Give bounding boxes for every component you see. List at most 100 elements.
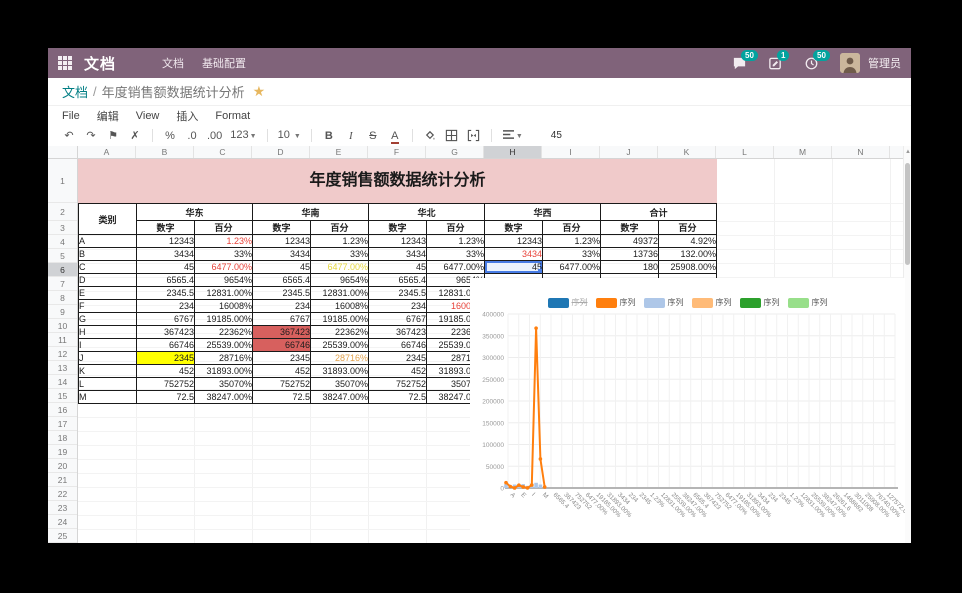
column-header-J[interactable]: J <box>600 146 658 158</box>
table-group-header[interactable]: 华北 <box>369 204 485 221</box>
column-header-K[interactable]: K <box>658 146 716 158</box>
cell[interactable]: 180 <box>601 261 659 274</box>
cell[interactable]: 3434 <box>253 248 311 261</box>
row-header-13[interactable]: 13 <box>48 361 77 375</box>
cell[interactable]: 752752 <box>253 378 311 391</box>
cell[interactable]: 367423 <box>253 326 311 339</box>
table-group-header[interactable]: 合计 <box>601 204 717 221</box>
cell[interactable]: 132.00% <box>659 248 717 261</box>
row-header-17[interactable]: 17 <box>48 417 77 431</box>
cell[interactable]: 367423 <box>137 326 195 339</box>
cell[interactable]: 45 <box>253 261 311 274</box>
strikethrough-button[interactable]: S <box>362 127 384 145</box>
cell[interactable]: M <box>79 391 137 404</box>
column-header-F[interactable]: F <box>368 146 426 158</box>
cell[interactable]: 6565.4 <box>369 274 427 287</box>
paint-format-button[interactable]: ⚑ <box>102 127 124 145</box>
fill-color-button[interactable] <box>419 127 441 145</box>
cell[interactable]: D <box>79 274 137 287</box>
row-header-5[interactable]: 5 <box>48 249 77 263</box>
cell[interactable]: 452 <box>137 365 195 378</box>
cell[interactable]: 12343 <box>369 235 427 248</box>
cell[interactable]: 2345 <box>369 352 427 365</box>
table-sub-header[interactable]: 数字 <box>601 221 659 235</box>
row-header-4[interactable]: 4 <box>48 235 77 249</box>
row-header-16[interactable]: 16 <box>48 403 77 417</box>
cell[interactable]: 6477.00% <box>195 261 253 274</box>
redo-button[interactable]: ↷ <box>80 127 102 145</box>
column-header-G[interactable]: G <box>426 146 484 158</box>
row-header-9[interactable]: 9 <box>48 305 77 319</box>
cell[interactable]: 1.23% <box>311 235 369 248</box>
cell[interactable]: 1.23% <box>427 235 485 248</box>
cell[interactable]: 25539.00% <box>195 339 253 352</box>
row-header-14[interactable]: 14 <box>48 375 77 389</box>
cell[interactable]: 72.5 <box>253 391 311 404</box>
select-all-corner[interactable] <box>48 146 78 159</box>
cell[interactable]: 2345.5 <box>253 287 311 300</box>
row-header-20[interactable]: 20 <box>48 459 77 473</box>
percent-format-button[interactable]: % <box>159 127 181 145</box>
cell[interactable]: 19185.00% <box>311 313 369 326</box>
cell[interactable]: 2345 <box>137 352 195 365</box>
cell[interactable]: 1.23% <box>195 235 253 248</box>
cell[interactable]: 3434 <box>369 248 427 261</box>
row-header-18[interactable]: 18 <box>48 431 77 445</box>
row-header-19[interactable]: 19 <box>48 445 77 459</box>
cell[interactable]: 33% <box>543 248 601 261</box>
cell[interactable]: 752752 <box>137 378 195 391</box>
embedded-chart[interactable]: 序列序列序列序列序列序列 050000100000150000200000250… <box>470 278 905 543</box>
menu-format[interactable]: Format <box>215 110 250 122</box>
cell[interactable]: A <box>79 235 137 248</box>
cell[interactable]: 234 <box>137 300 195 313</box>
cell[interactable]: 45 <box>485 261 543 274</box>
row-header-7[interactable]: 7 <box>48 277 77 291</box>
cell[interactable]: 3434 <box>485 248 543 261</box>
column-header-A[interactable]: A <box>78 146 136 158</box>
menu-view[interactable]: View <box>136 110 160 122</box>
cell[interactable]: 19185.00% <box>195 313 253 326</box>
menu-edit[interactable]: 编辑 <box>97 108 119 124</box>
menu-file[interactable]: File <box>62 110 80 122</box>
cell[interactable]: 6767 <box>253 313 311 326</box>
increase-decimal-button[interactable]: .00 <box>203 127 226 145</box>
cell[interactable]: 6477.00% <box>427 261 485 274</box>
cell[interactable]: 452 <box>253 365 311 378</box>
align-dropdown[interactable]: ▼ <box>498 126 527 146</box>
breadcrumb-root-link[interactable]: 文档 <box>62 82 88 101</box>
cell[interactable]: 72.5 <box>369 391 427 404</box>
cell[interactable]: 752752 <box>369 378 427 391</box>
cell[interactable]: 25539.00% <box>311 339 369 352</box>
cell[interactable]: 16008% <box>195 300 253 313</box>
cell[interactable]: 6477.00% <box>543 261 601 274</box>
notes-button[interactable]: 1 <box>768 55 784 71</box>
column-header-C[interactable]: C <box>194 146 252 158</box>
table-group-header[interactable]: 华西 <box>485 204 601 221</box>
cell[interactable]: 28716% <box>195 352 253 365</box>
row-header-12[interactable]: 12 <box>48 347 77 361</box>
row-header-6[interactable]: 6 <box>48 263 77 277</box>
column-header-B[interactable]: B <box>136 146 194 158</box>
sheet-title-banner[interactable]: 年度销售额数据统计分析 <box>78 159 717 203</box>
cell[interactable]: 2345.5 <box>137 287 195 300</box>
cell[interactable]: 12831.00% <box>195 287 253 300</box>
table-sub-header[interactable]: 百分 <box>195 221 253 235</box>
table-corner-header[interactable]: 类别 <box>79 204 137 235</box>
row-header-15[interactable]: 15 <box>48 389 77 403</box>
cell[interactable]: F <box>79 300 137 313</box>
cell[interactable]: 6565.4 <box>253 274 311 287</box>
cell[interactable]: 35070% <box>311 378 369 391</box>
row-header-10[interactable]: 10 <box>48 319 77 333</box>
row-header-8[interactable]: 8 <box>48 291 77 305</box>
fill-handle[interactable] <box>538 269 542 273</box>
decrease-decimal-button[interactable]: .0 <box>181 127 203 145</box>
scroll-up-arrow-icon[interactable]: ▲ <box>904 149 911 155</box>
cell[interactable]: 25908.00% <box>659 261 717 274</box>
scrollbar-thumb[interactable] <box>905 163 910 265</box>
undo-button[interactable]: ↶ <box>58 127 80 145</box>
cell[interactable]: 12343 <box>253 235 311 248</box>
row-header-24[interactable]: 24 <box>48 515 77 529</box>
cell[interactable]: 367423 <box>369 326 427 339</box>
cell[interactable]: 16008% <box>311 300 369 313</box>
cell[interactable]: 9654% <box>311 274 369 287</box>
